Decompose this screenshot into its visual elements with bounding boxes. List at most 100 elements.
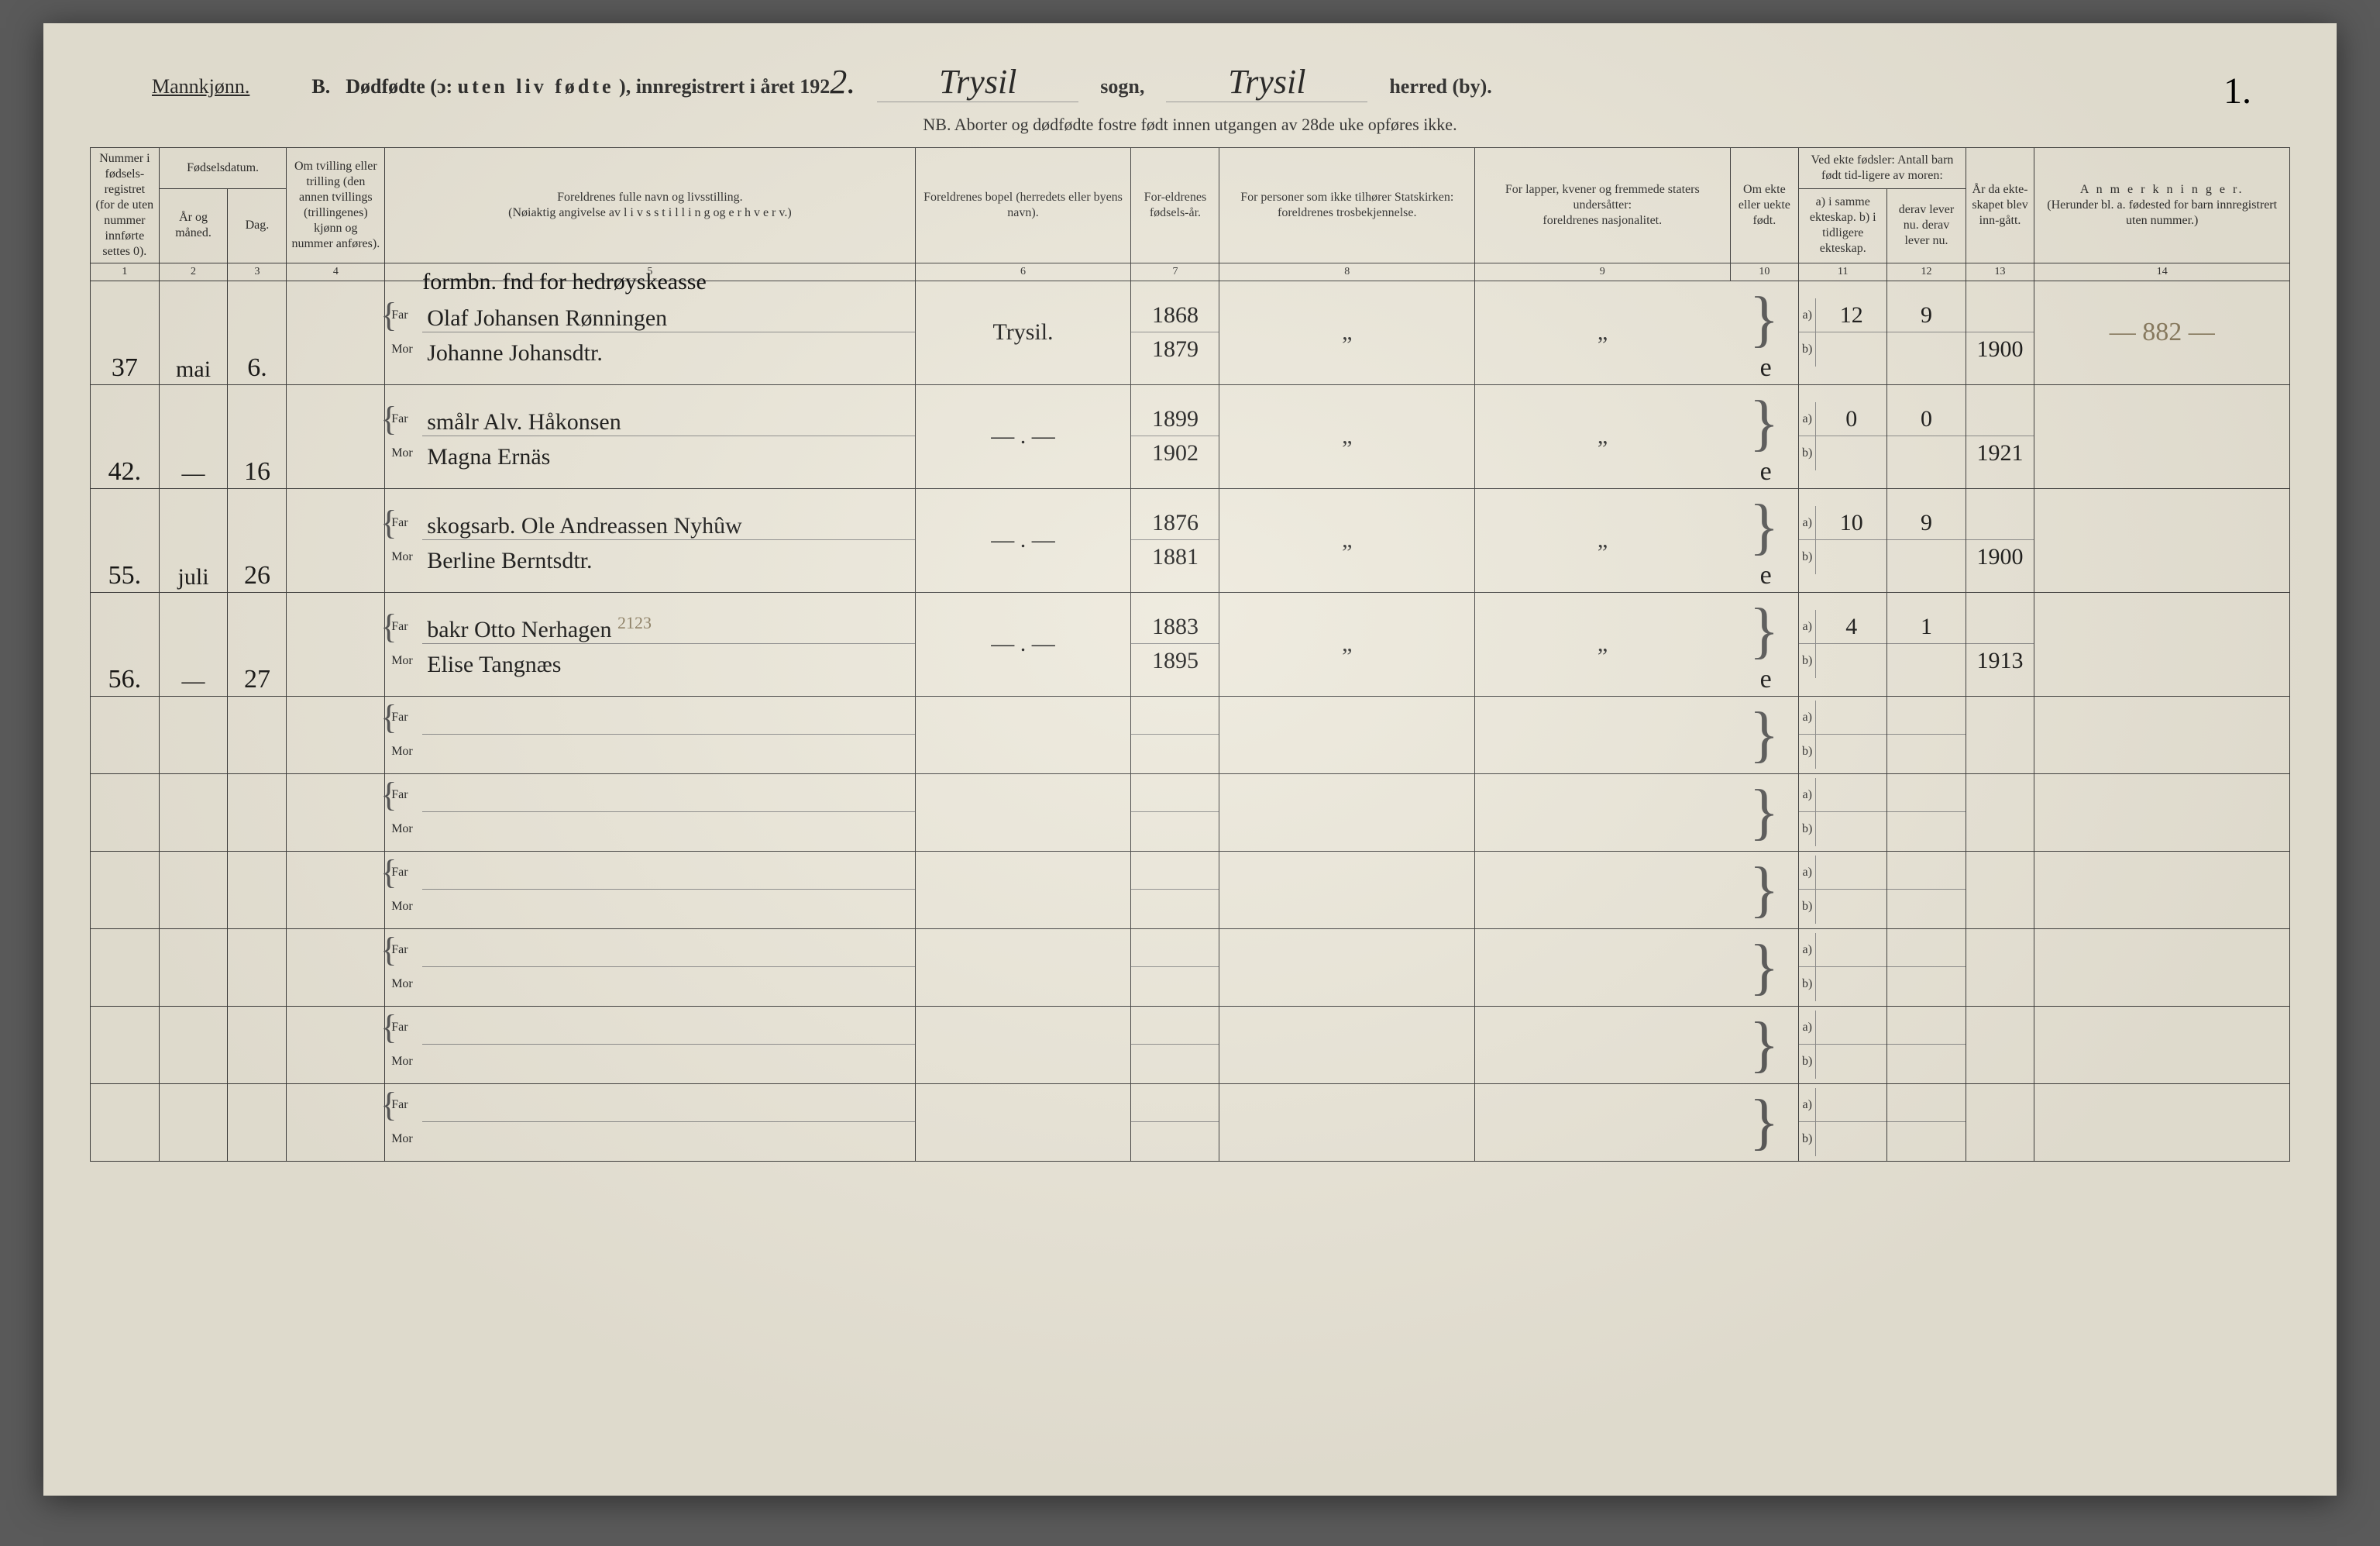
cell [915,1006,1131,1083]
col-9-line1: For lapper, kvener og fremmede staters u… [1480,182,1725,213]
cell: a)b) [1799,1006,1887,1083]
cell: 18761881 [1131,488,1219,592]
cell: „ [1219,384,1475,488]
col-7-header: For-eldrenes fødsels-år. [1131,148,1219,263]
col-11-header: a) i samme ekteskap. b) i tidligere ekte… [1799,188,1887,263]
cell [287,928,385,1006]
colnum-9: 9 [1475,263,1731,281]
cell [91,1083,160,1161]
cell: }e [1730,281,1799,384]
cell [159,1006,228,1083]
cell: Far Mor [385,1006,915,1083]
colnum-8: 8 [1219,263,1475,281]
cell: a)b) [1799,696,1887,773]
cell: a)0 b) [1799,384,1887,488]
table-row: Far Mor }a)b) [91,696,2290,773]
cell: 18991902 [1131,384,1219,488]
cell [228,851,287,928]
col-8-line1: For personer som ikke tilhører Statskirk… [1224,190,1470,205]
colnum-14: 14 [2034,263,2290,281]
col-14-line1: A n m e r k n i n g e r. [2039,182,2285,198]
title-suffix: ), innregistrert i året 192 [619,75,830,98]
col-5-line1: Foreldrenes fulle navn og livsstilling. [390,190,910,205]
cell [1131,851,1219,928]
cell [287,592,385,696]
cell [1887,1006,1966,1083]
page-header: Mannkjønn. B. Dødfødte (ɔ: uten liv født… [90,54,2290,108]
cell [91,928,160,1006]
cell [1887,773,1966,851]
cell: 18681879 [1131,281,1219,384]
col-6-header: Foreldrenes bopel (herredets eller byens… [915,148,1131,263]
cell [1475,696,1731,773]
ledger-table: Nummer i fødsels-registret (for de uten … [90,147,2290,1162]
cell [915,1083,1131,1161]
cell: } [1730,696,1799,773]
table-row: Far Mor }a)b) [91,1006,2290,1083]
nb-note: NB. Aborter og dødfødte fostre født inne… [90,115,2290,135]
cell: } [1730,1006,1799,1083]
cell [1131,1083,1219,1161]
colnum-10: 10 [1730,263,1799,281]
cell: 37 [91,281,160,384]
section-letter: B. [311,75,330,98]
cell [1219,1006,1475,1083]
cell [1219,928,1475,1006]
cell: a)10 b) [1799,488,1887,592]
colnum-12: 12 [1887,263,1966,281]
colnum-1: 1 [91,263,160,281]
colnum-7: 7 [1131,263,1219,281]
cell [1219,696,1475,773]
cell: Far Mor [385,851,915,928]
gender-label: Mannkjønn. [152,75,249,98]
page-number: 1. [2224,70,2251,112]
cell [2034,928,2290,1006]
col-8-line2: foreldrenes trosbekjennelse. [1224,205,1470,221]
cell [287,773,385,851]
cell [915,928,1131,1006]
cell [1887,851,1966,928]
cell: Farskogsarb. Ole Andreassen Nyhûw MorBer… [385,488,915,592]
cell [1219,851,1475,928]
cell: „ [1219,281,1475,384]
table-row: Far Mor }a)b) [91,773,2290,851]
col-9-header: For lapper, kvener og fremmede staters u… [1475,148,1731,263]
cell [228,1083,287,1161]
cell: a)4 b) [1799,592,1887,696]
cell: Farsmålr Alv. Håkonsen MorMagna Ernäs [385,384,915,488]
colnum-11: 11 [1799,263,1887,281]
cell: a)12 b) [1799,281,1887,384]
cell [2034,384,2290,488]
cell: 0 [1887,384,1966,488]
cell: Far Mor [385,1083,915,1161]
cell [1131,696,1219,773]
colnum-3: 3 [228,263,287,281]
cell [915,773,1131,851]
cell [159,1083,228,1161]
cell: formbn. fnd for hedrøyskeasse FarOlaf Jo… [385,281,915,384]
cell: } [1730,851,1799,928]
table-row: Far Mor }a)b) [91,1083,2290,1161]
cell: „ [1475,592,1731,696]
cell: 1913 [1966,592,2034,696]
cell: 1900 [1966,488,2034,592]
cell [1966,1006,2034,1083]
cell: } [1730,928,1799,1006]
cell [287,1083,385,1161]
cell [287,696,385,773]
cell: }e [1730,384,1799,488]
cell [1966,696,2034,773]
cell: } [1730,773,1799,851]
colnum-4: 4 [287,263,385,281]
cell [1131,1006,1219,1083]
cell [2034,1083,2290,1161]
cell [2034,1006,2290,1083]
col-10-header: Om ekte eller uekte født. [1730,148,1799,263]
cell [228,696,287,773]
cell [228,773,287,851]
cell [1475,1083,1731,1161]
cell [1475,773,1731,851]
cell [91,1006,160,1083]
cell: }e [1730,488,1799,592]
cell [287,281,385,384]
